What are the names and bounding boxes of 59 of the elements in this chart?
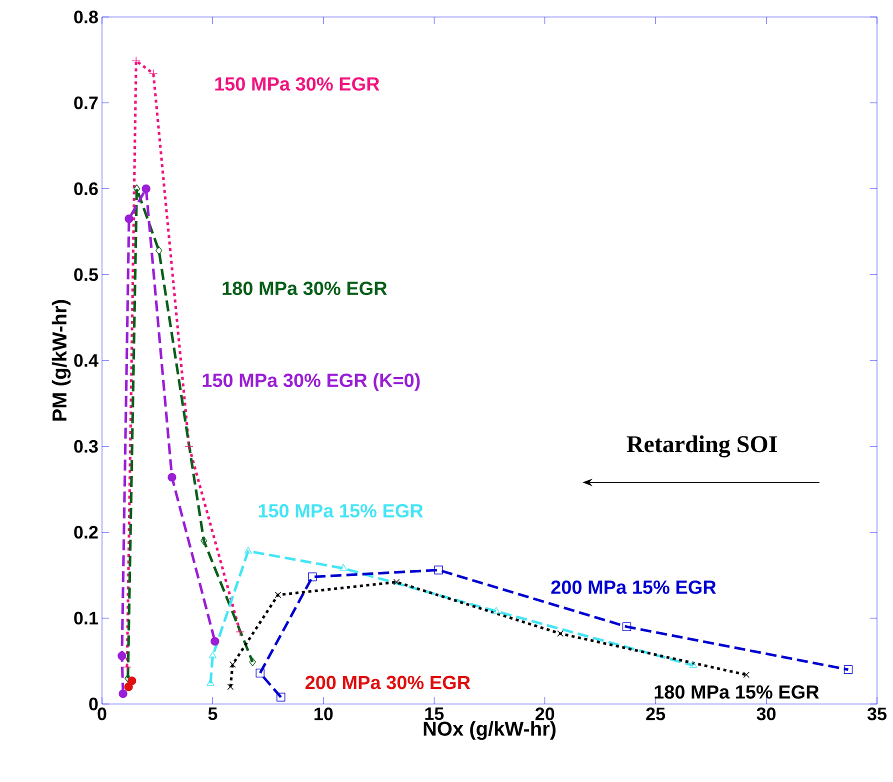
x-tick-label: 25 [646,708,666,720]
point [844,665,853,674]
point [743,672,750,678]
x-tick-label: 15 [425,708,444,720]
point [244,546,252,554]
point [124,214,134,224]
point [149,69,158,78]
point [434,566,443,574]
y-tick-label: 0.5 [74,268,98,281]
x-tick-label: 35 [867,708,887,720]
point [208,652,217,658]
y-tick-label: 0.6 [74,182,98,196]
point [132,56,140,66]
point [340,564,348,571]
y-tick-label: 0.8 [74,10,98,24]
x-tick-label: 20 [535,708,554,720]
point [118,689,128,698]
text: 150 MPa 30% EGR [215,77,380,91]
point [168,472,176,482]
point [274,592,282,598]
y-tick-label: 0.3 [74,440,98,453]
y-tick-label: 0.7 [74,96,98,110]
x-tick-label: 10 [314,708,333,720]
point [689,661,698,668]
point [128,676,136,686]
point [184,442,194,451]
point [227,684,234,690]
point [557,630,564,637]
series-label: 180 MPa 15% EGR [654,685,819,699]
point [229,661,236,668]
point [492,606,500,614]
point [210,636,220,646]
point [256,668,264,678]
point [236,628,244,636]
point [118,652,126,660]
point [249,658,256,666]
y-tick-label: 0 [89,698,98,710]
text: 200 MPa 30% EGR [305,676,470,690]
text: 150 MPa 30% EGR (K=0) [202,373,420,391]
point [622,622,632,632]
y-tick-label: 0.1 [74,612,98,624]
point [156,246,162,255]
y-tick-label: 0.2 [74,526,98,539]
y-axis-title: PM (g/kW-hr) [52,300,71,421]
x-tick-label: 30 [756,708,776,720]
x-tick-label: 0 [98,708,106,720]
annotation: Retarding SOI [626,435,777,458]
series-label: 150 MPa 15% EGR [258,504,424,518]
point [200,536,208,546]
point [276,692,286,702]
point [122,662,132,672]
series-label: 200 MPa 15% EGR [551,580,716,594]
x-axis-title: NOx (g/kW-hr) [424,721,556,740]
x-tick-label: 5 [208,708,218,720]
point [308,572,317,582]
point [142,184,150,194]
y-tick-label: 0.4 [74,354,98,367]
point [393,578,400,586]
text: 180 MPa 30% EGR [222,282,387,296]
